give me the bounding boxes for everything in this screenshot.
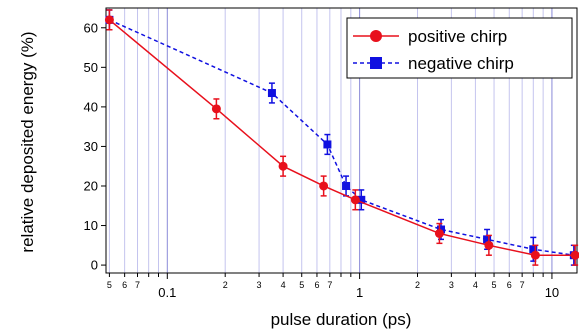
legend-label: positive chirp bbox=[408, 27, 507, 46]
data-point-positive-chirp bbox=[319, 181, 329, 191]
x-minor-tick-label: 4 bbox=[281, 280, 286, 290]
data-point-negative-chirp bbox=[342, 181, 351, 190]
data-point-positive-chirp bbox=[434, 228, 444, 238]
data-point-positive-chirp bbox=[350, 195, 360, 205]
y-tick-label: 10 bbox=[84, 218, 98, 233]
data-point-negative-chirp bbox=[323, 140, 332, 149]
series-layer bbox=[104, 9, 579, 266]
x-minor-tick-label: 5 bbox=[299, 280, 304, 290]
data-point-positive-chirp bbox=[530, 250, 540, 260]
x-minor-tick-label: 7 bbox=[520, 280, 525, 290]
y-tick-label: 40 bbox=[84, 99, 98, 114]
x-minor-tick-label: 6 bbox=[122, 280, 127, 290]
x-major-tick-label: 10 bbox=[545, 285, 559, 300]
plot-frame bbox=[105, 7, 578, 274]
x-major-tick-label: 1 bbox=[356, 285, 363, 300]
y-tick-label: 0 bbox=[91, 258, 98, 273]
x-minor-tick-label: 5 bbox=[492, 280, 497, 290]
x-minor-tick-label: 2 bbox=[415, 280, 420, 290]
data-point-negative-chirp bbox=[357, 195, 366, 204]
x-minor-tick-label: 6 bbox=[314, 280, 319, 290]
y-tick-label: 60 bbox=[84, 20, 98, 35]
y-tick-label: 50 bbox=[84, 60, 98, 75]
y-tick-label: 20 bbox=[84, 178, 98, 193]
legend-label: negative chirp bbox=[408, 54, 514, 73]
data-point-positive-chirp bbox=[484, 240, 494, 250]
y-tick-label: 30 bbox=[84, 139, 98, 154]
legend-marker bbox=[370, 30, 382, 42]
x-minor-tick-label: 6 bbox=[507, 280, 512, 290]
data-point-positive-chirp bbox=[104, 15, 114, 25]
x-major-tick-label: 0.1 bbox=[158, 285, 176, 300]
data-point-negative-chirp bbox=[483, 235, 492, 244]
data-point-positive-chirp bbox=[570, 250, 579, 260]
x-minor-tick-label: 7 bbox=[327, 280, 332, 290]
x-minor-tick-label: 2 bbox=[223, 280, 228, 290]
x-axis-title: pulse duration (ps) bbox=[271, 310, 412, 329]
data-point-negative-chirp bbox=[267, 89, 276, 98]
x-minor-tick-label: 7 bbox=[135, 280, 140, 290]
y-axis-title: relative deposited energy (%) bbox=[18, 31, 37, 252]
legend-marker bbox=[370, 57, 382, 69]
legend: positive chirp negative chirp bbox=[346, 17, 573, 79]
legend-box bbox=[346, 17, 573, 79]
grid-layer bbox=[108, 8, 553, 273]
data-point-positive-chirp bbox=[211, 104, 221, 114]
x-minor-tick-label: 3 bbox=[257, 280, 262, 290]
x-minor-tick-label: 5 bbox=[107, 280, 112, 290]
data-point-positive-chirp bbox=[278, 161, 288, 171]
x-minor-tick-label: 4 bbox=[473, 280, 478, 290]
data-point-negative-chirp bbox=[529, 245, 538, 254]
series-line-negative-chirp bbox=[109, 19, 574, 256]
x-minor-tick-label: 3 bbox=[449, 280, 454, 290]
